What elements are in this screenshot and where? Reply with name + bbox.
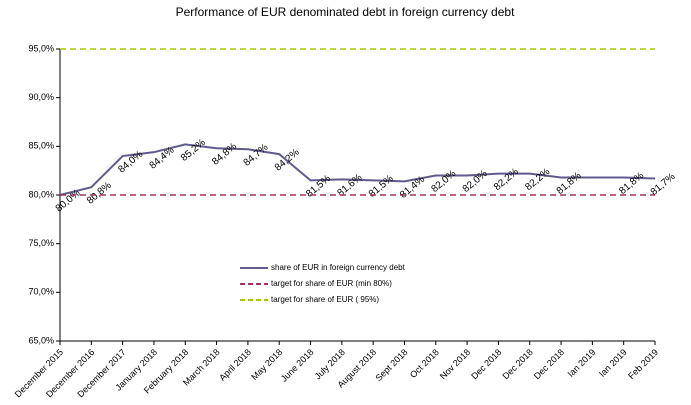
y-tick-label: 90,0% [28,92,54,102]
x-tick-label: Ian 2019 [597,347,629,379]
y-tick-label: 95,0% [28,43,54,53]
y-tick-label: 65,0% [28,335,54,345]
x-tick-label: Dec 2018 [501,347,535,381]
data-label: 84,4% [148,145,177,172]
data-label: 81,4% [398,174,427,201]
x-tick-label: Oct 2018 [408,347,441,380]
x-tick-label: Nov 2018 [438,347,472,381]
legend: share of EUR in foreign currency debt tar… [240,263,406,304]
data-label: 81,5% [304,173,333,200]
x-tick-label: June 2018 [279,347,316,384]
data-label: 84,8% [210,141,239,168]
data-label: 84,7% [242,142,271,169]
data-label: 81,5% [367,173,396,200]
y-tick-label: 70,0% [28,287,54,297]
x-tick-label: Sept 2018 [373,347,409,383]
x-tick-label: Dec 2018 [532,347,566,381]
x-tick-label: April 2018 [217,347,253,383]
legend-label: share of EUR in foreign currency debt [271,263,406,272]
data-label: 81,7% [649,171,678,198]
data-label: 84,0% [116,149,145,176]
y-tick-label: 80,0% [28,189,54,199]
x-tick-label: Feb 2019 [626,347,660,381]
y-tick-label: 75,0% [28,238,54,248]
chart-title: Performance of EUR denominated debt in f… [176,5,516,19]
y-tick-label: 85,0% [28,141,54,151]
data-label: 82,2% [492,166,521,193]
data-label: 85,2% [179,137,208,164]
legend-label: target for share of EUR (min 80%) [271,279,392,288]
data-label: 81,8% [555,170,584,197]
data-label: 81,8% [617,170,646,197]
line-series [59,143,656,196]
data-label: 80,8% [85,180,114,207]
data-label: 80,0% [54,188,83,215]
legend-label: target for share of EUR ( 95%) [271,295,379,304]
x-tick-label: Dec 2018 [469,347,503,381]
data-label: 82,0% [461,168,490,195]
x-tick-label: Ian 2019 [566,347,598,379]
data-label: 82,2% [523,166,552,193]
data-label: 82,0% [429,168,458,195]
